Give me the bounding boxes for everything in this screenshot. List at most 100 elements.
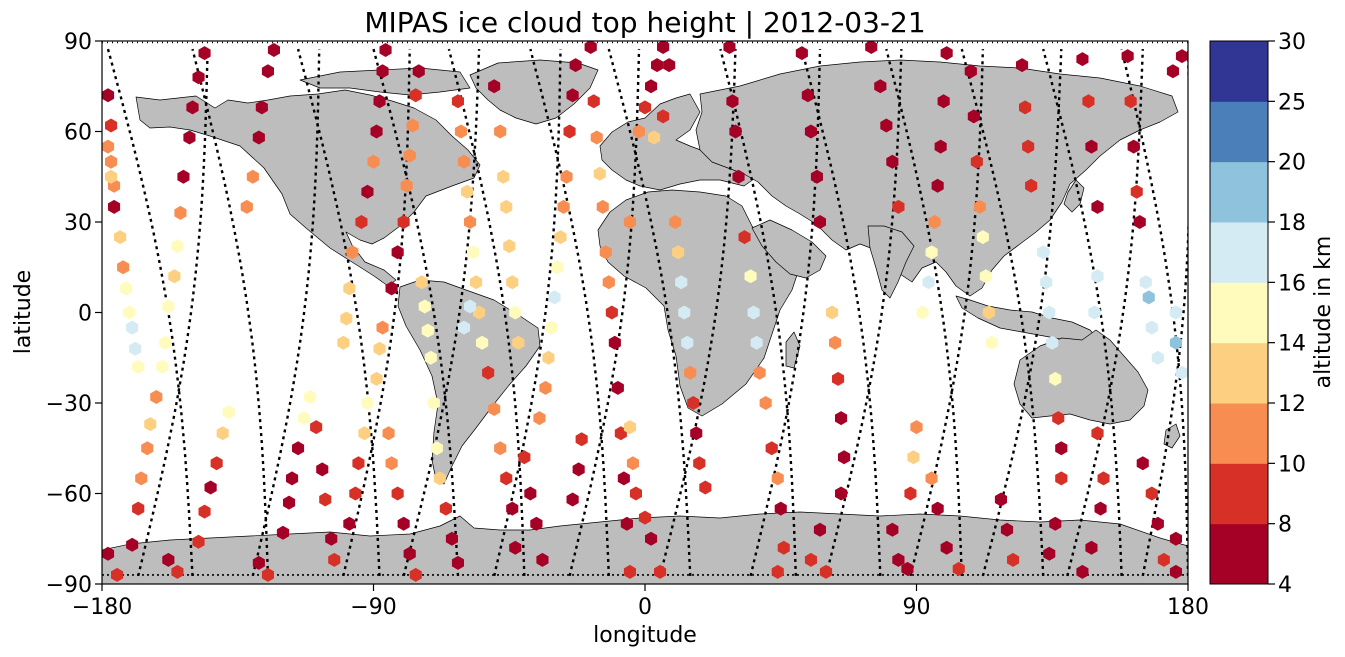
- cloud-marker: [1037, 245, 1050, 260]
- cloud-marker: [117, 260, 130, 275]
- colorbar-band: [1210, 403, 1268, 464]
- cloud-marker: [542, 350, 555, 365]
- cloud-marker: [801, 88, 814, 103]
- cloud-marker: [1049, 371, 1062, 386]
- cloud-marker: [602, 275, 615, 290]
- cloud-marker: [126, 537, 139, 552]
- cloud-marker: [102, 88, 115, 103]
- cloud-marker: [349, 486, 362, 501]
- colorbar-tick-label: 30: [1278, 30, 1306, 55]
- orbit-track: [137, 49, 209, 577]
- cloud-marker: [370, 124, 383, 139]
- cloud-marker: [488, 402, 501, 416]
- orbit-track: [251, 49, 321, 577]
- cloud-marker: [614, 426, 627, 441]
- cloud-marker: [403, 148, 416, 163]
- orbit-track: [800, 48, 882, 576]
- cloud-marker: [1088, 305, 1101, 320]
- x-tick-label: −90: [350, 595, 396, 620]
- cloud-marker: [500, 199, 513, 214]
- orbit-track: [568, 49, 641, 577]
- x-tick-label: 180: [1167, 595, 1209, 620]
- cloud-marker: [171, 239, 184, 254]
- cloud-marker: [488, 79, 501, 94]
- cloud-marker: [982, 305, 995, 320]
- cloud-marker: [1130, 184, 1143, 199]
- cloud-marker: [246, 169, 259, 184]
- cloud-marker: [337, 335, 350, 350]
- orbit-track: [960, 48, 1045, 576]
- cloud-marker: [1145, 320, 1158, 335]
- cloud-marker: [1091, 269, 1104, 284]
- cloud-marker: [406, 118, 419, 133]
- cloud-marker: [979, 269, 992, 284]
- cloud-marker: [252, 130, 265, 145]
- cloud-marker: [464, 299, 477, 314]
- colorbar-band: [1210, 101, 1268, 163]
- cloud-marker: [551, 260, 564, 275]
- colorbar-tick-label: 4: [1278, 573, 1292, 598]
- orbit-track: [1141, 49, 1188, 577]
- cloud-marker: [804, 124, 817, 139]
- cloud-marker: [261, 567, 274, 582]
- colorbar-band: [1210, 161, 1268, 223]
- cloud-marker: [645, 79, 658, 94]
- cloud-marker: [171, 564, 184, 579]
- cloud-marker: [596, 199, 609, 214]
- cloud-marker: [174, 205, 187, 220]
- cloud-marker: [994, 492, 1007, 507]
- colorbar-tick-label: 14: [1278, 332, 1306, 357]
- cloud-marker: [813, 215, 826, 229]
- colorbar-band: [1210, 41, 1268, 102]
- cloud-marker: [1046, 335, 1059, 350]
- cloud-marker: [976, 230, 989, 245]
- cloud-marker: [608, 335, 621, 350]
- cloud-marker: [177, 169, 190, 184]
- cloud-marker: [186, 100, 199, 115]
- cloud-marker: [1139, 275, 1152, 290]
- cloud-markers: [102, 41, 1188, 582]
- cloud-marker: [750, 335, 763, 350]
- landmass-greenland: [469, 59, 599, 125]
- colorbar-tick-label: 8: [1278, 513, 1292, 538]
- cloud-marker: [931, 501, 944, 516]
- cloud-marker: [874, 79, 887, 94]
- colorbar-tick-label: 12: [1278, 392, 1306, 417]
- cloud-marker: [1055, 471, 1068, 486]
- landmass-africa: [597, 189, 799, 417]
- cloud-marker: [560, 169, 573, 184]
- cloud-marker: [114, 230, 127, 245]
- cloud-marker: [120, 281, 133, 296]
- cloud-marker: [159, 335, 172, 350]
- cloud-marker: [892, 552, 905, 567]
- cloud-marker: [967, 109, 980, 124]
- y-axis-label: latitude: [11, 270, 36, 354]
- cloud-marker: [880, 118, 893, 133]
- cloud-marker: [162, 299, 175, 314]
- cloud-marker: [400, 178, 413, 193]
- cloud-marker: [150, 390, 163, 404]
- cloud-marker: [572, 462, 585, 477]
- cloud-marker: [626, 456, 639, 471]
- x-axis-label: longitude: [593, 623, 697, 648]
- cloud-marker: [623, 420, 636, 435]
- cloud-marker: [445, 531, 458, 546]
- orbit-track: [191, 48, 270, 576]
- colorbar-frame: [1209, 40, 1269, 585]
- cloud-marker: [397, 215, 410, 229]
- cloud-marker: [569, 58, 582, 73]
- cloud-marker: [494, 441, 507, 456]
- cloud-marker: [276, 525, 290, 540]
- cloud-marker: [343, 516, 356, 531]
- cloud-marker: [645, 531, 658, 546]
- landmass-arabia: [751, 219, 827, 279]
- colorbar-label: altitude in km: [1311, 236, 1336, 389]
- cloud-marker: [325, 531, 338, 546]
- cloud-marker: [654, 564, 667, 579]
- cloud-marker: [795, 46, 808, 61]
- cloud-marker: [132, 501, 145, 516]
- cloud-marker: [126, 320, 139, 335]
- cloud-marker: [102, 546, 115, 561]
- y-tick-label: −90: [46, 573, 92, 598]
- cloud-marker: [623, 564, 636, 579]
